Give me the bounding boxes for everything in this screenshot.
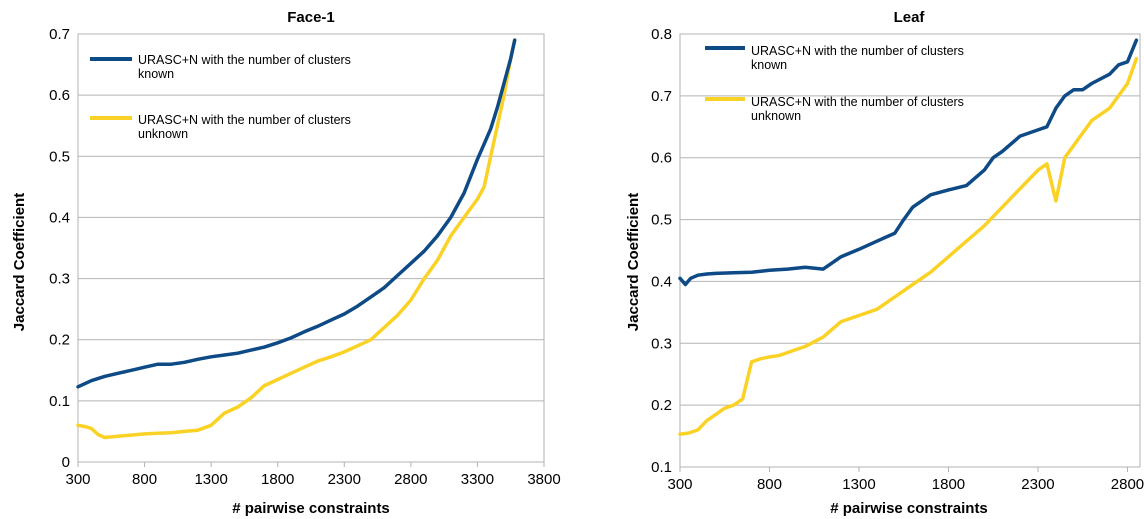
y-tick-label: 0.1 <box>651 459 672 476</box>
legend-label-known-line1: URASC+N with the number of clusters <box>138 53 351 67</box>
legend: URASC+N with the number of clusters know… <box>90 53 351 141</box>
series-lines <box>678 38 1139 436</box>
y-tick-label: 0.1 <box>49 393 70 410</box>
legend-label-unknown-line1: URASC+N with the number of clusters <box>138 113 351 127</box>
x-tick-labels: 300 800 1300 1800 2300 2800 3300 3800 <box>65 471 560 488</box>
grid <box>77 33 545 467</box>
x-tick-label: 3300 <box>461 471 494 488</box>
y-tick-label: 0 <box>62 454 70 471</box>
y-tick-label: 0.6 <box>49 87 70 104</box>
legend-label-known-line2: known <box>751 58 787 72</box>
legend-label-known-line2: known <box>138 67 174 81</box>
y-tick-label: 0.4 <box>651 273 672 290</box>
y-tick-labels: 0 0.1 0.2 0.3 0.4 0.5 0.6 0.7 <box>49 26 70 471</box>
x-axis-label: # pairwise constraints <box>232 500 390 517</box>
legend-label-unknown-line1: URASC+N with the number of clusters <box>751 95 964 109</box>
y-tick-label: 0.4 <box>49 209 70 226</box>
x-tick-label: 1300 <box>194 471 227 488</box>
y-tick-label: 0.8 <box>651 26 672 43</box>
grid <box>679 33 1141 472</box>
y-tick-label: 0.3 <box>651 335 672 352</box>
y-tick-label: 0.2 <box>651 397 672 414</box>
y-tick-label: 0.5 <box>49 148 70 165</box>
x-tick-label: 2300 <box>328 471 361 488</box>
x-tick-labels: 300 800 1300 1800 2300 2800 <box>667 476 1144 493</box>
series-line-known <box>76 38 517 389</box>
series-line-unknown <box>76 38 517 440</box>
plot-area <box>679 33 1141 468</box>
x-tick-label: 800 <box>757 476 782 493</box>
y-axis-label: Jaccard Coefficient <box>625 193 642 331</box>
x-tick-label: 300 <box>667 476 692 493</box>
legend-label-unknown-line2: unknown <box>138 127 188 141</box>
y-tick-label: 0.7 <box>49 26 70 43</box>
y-tick-label: 0.5 <box>651 212 672 229</box>
x-tick-label: 300 <box>65 471 90 488</box>
x-tick-label: 2300 <box>1021 476 1054 493</box>
y-tick-label: 0.2 <box>49 332 70 349</box>
series-line-unknown <box>678 56 1139 436</box>
legend-label-known-line1: URASC+N with the number of clusters <box>751 44 964 58</box>
series-line-known <box>678 38 1139 287</box>
y-tick-label: 0.7 <box>651 88 672 105</box>
series-lines <box>76 38 517 440</box>
legend-label-unknown-line2: unknown <box>751 109 801 123</box>
y-axis-label: Jaccard Coefficient <box>11 193 28 331</box>
x-tick-label: 1800 <box>932 476 965 493</box>
y-tick-label: 0.3 <box>49 271 70 288</box>
y-tick-label: 0.6 <box>651 150 672 167</box>
leaf-chart: Leaf 0.1 0.2 0.3 0.4 0.5 0.6 0.7 0.8 300 800 1300… <box>625 9 1144 517</box>
face-1-chart: Face-1 0 0.1 0.2 0.3 0.4 0.5 0.6 0.7 300 800 1300… <box>11 9 561 517</box>
chart-title: Face-1 <box>287 9 335 26</box>
x-tick-label: 3800 <box>527 471 560 488</box>
x-tick-label: 2800 <box>1111 476 1144 493</box>
x-tick-label: 1300 <box>842 476 875 493</box>
x-tick-label: 2800 <box>394 471 427 488</box>
plot-area <box>77 33 545 463</box>
y-tick-labels: 0.1 0.2 0.3 0.4 0.5 0.6 0.7 0.8 <box>651 26 672 476</box>
x-tick-label: 800 <box>132 471 157 488</box>
legend: URASC+N with the number of clusters know… <box>705 44 964 123</box>
chart-title: Leaf <box>894 9 926 26</box>
x-tick-label: 1800 <box>261 471 294 488</box>
x-axis-label: # pairwise constraints <box>830 500 988 517</box>
